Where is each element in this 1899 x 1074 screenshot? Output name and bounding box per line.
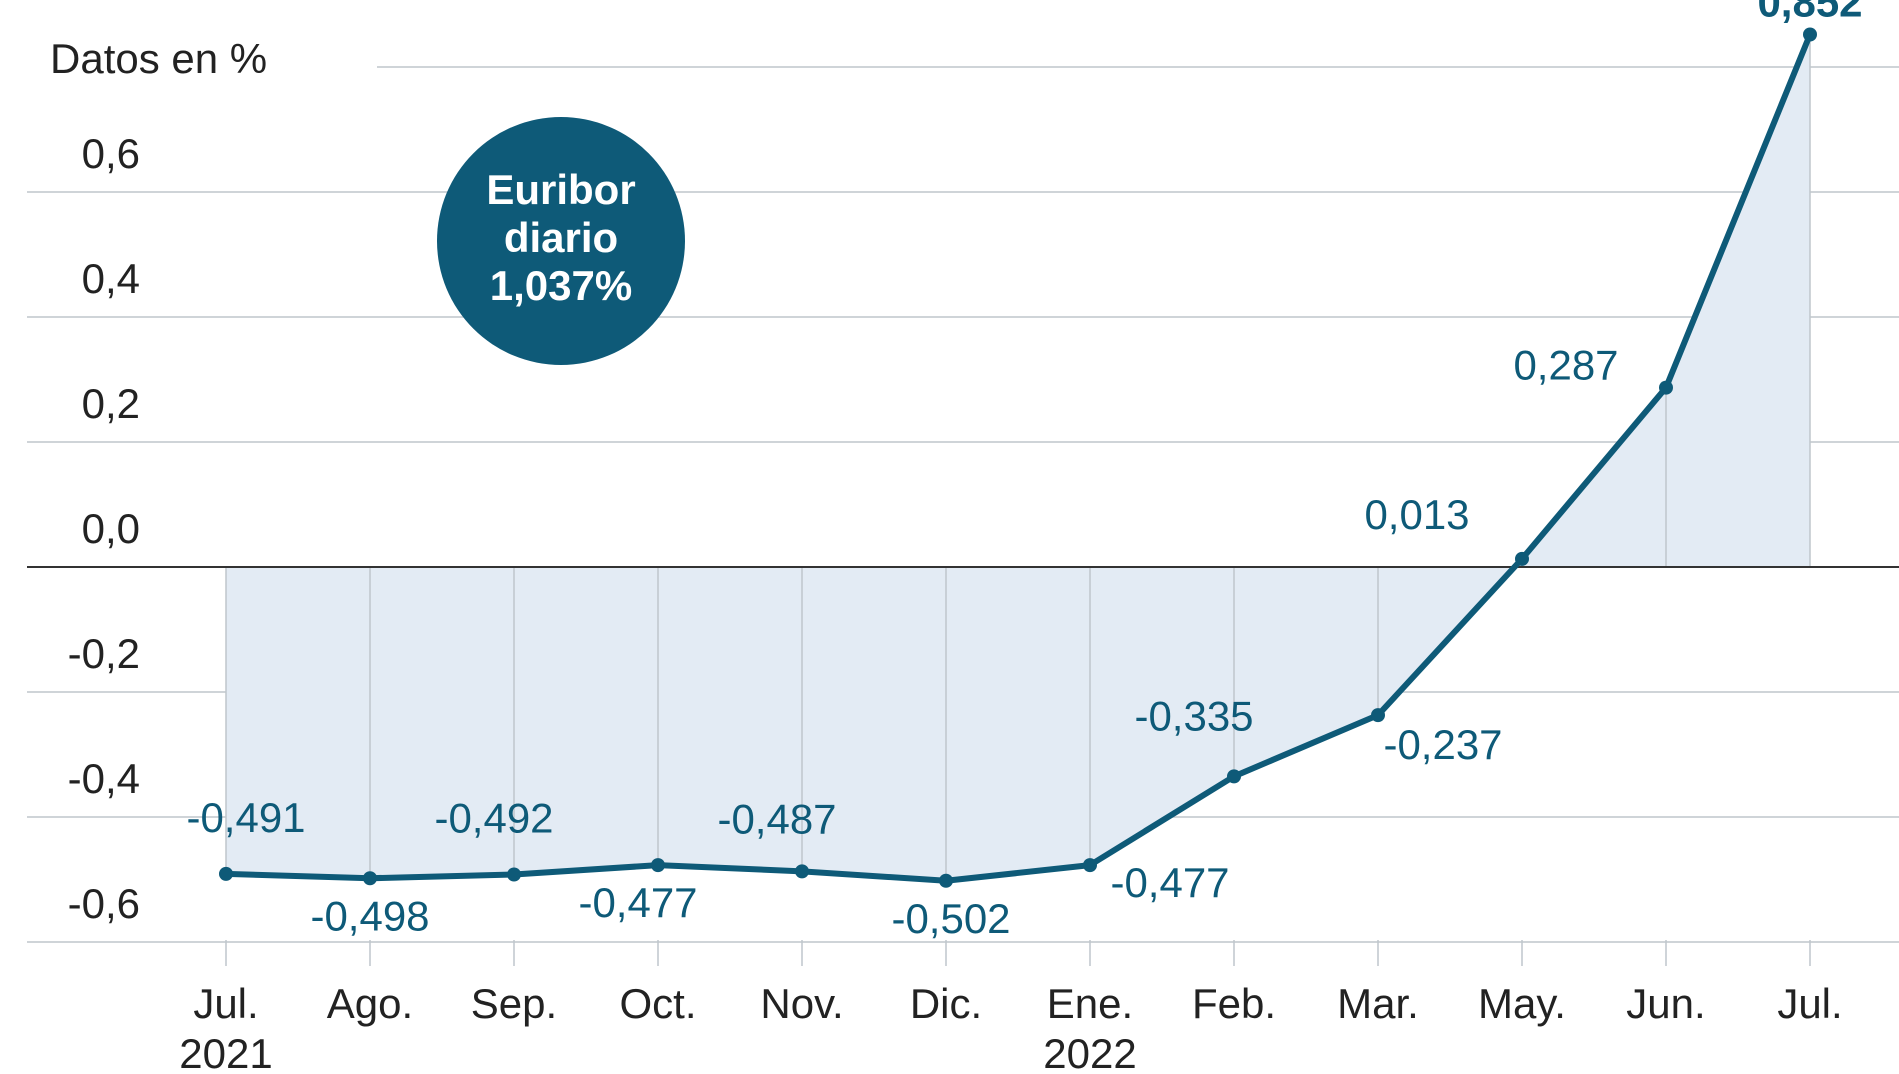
y-tick-label: 0,4 [82,255,140,302]
data-point [939,873,953,888]
y-tick-label: -0,6 [68,880,140,927]
y-tick-label: 0,0 [82,505,140,552]
x-tick-label: Mar. [1337,980,1419,1027]
data-points [219,27,1817,888]
x-tick-label: Oct. [619,980,696,1027]
data-label: -0,477 [578,879,697,926]
data-labels: -0,491 -0,498 -0,492 -0,477 -0,487 -0,502 -0,4… [186,0,1862,942]
y-tick-label: 0,6 [82,130,140,177]
vertical-gridlines [225,34,1811,966]
data-point [363,871,377,886]
data-label: 0,013 [1364,491,1469,538]
y-tick-label: -0,2 [68,630,140,677]
x-tick-label: Jul. [1777,980,1842,1027]
data-label: -0,491 [186,794,305,841]
data-point [795,864,809,879]
area-fill [226,34,1810,881]
data-label: -0,498 [310,892,429,939]
data-point [1083,858,1097,873]
data-point [219,866,233,881]
data-label: -0,237 [1383,721,1502,768]
data-label: -0,492 [434,795,553,842]
data-label: 0,852 [1757,0,1862,26]
data-label: -0,502 [891,895,1010,942]
x-tick-label: Nov. [760,980,843,1027]
data-point [507,867,521,882]
y-tick-label: -0,4 [68,755,140,802]
x-tick-label: Feb. [1192,980,1276,1027]
data-label: 0,287 [1513,342,1618,389]
data-point [1227,769,1241,784]
area-layer [226,34,1810,881]
y-tick-labels: 0,6 0,4 0,2 0,0 -0,2 -0,4 -0,6 [68,130,140,927]
series-line-layer [223,31,1813,884]
data-point [1659,380,1673,395]
x-tick-label: Ago. [327,980,413,1027]
data-label: -0,487 [717,795,836,842]
x-tick-labels: Jul. 2021 Ago. Sep. Oct. Nov. Dic. Ene. 2022 Feb.… [179,980,1842,1074]
x-tick-label: May. [1478,980,1566,1027]
series-line [223,31,1813,884]
badge-line-2: diario [504,214,618,261]
badge-circle [437,117,685,365]
badge-line-1: Euribor [486,166,635,213]
x-tick-label: Dic. [910,980,982,1027]
data-label: -0,477 [1110,859,1229,906]
data-point [1803,27,1817,42]
badge-value: 1,037% [490,262,632,309]
y-axis-unit-label: Datos en % [50,35,267,82]
euribor-badge: Euribor diario 1,037% [437,117,685,365]
y-tick-label: 0,2 [82,380,140,427]
data-point [651,858,665,873]
data-point [1515,551,1529,566]
x-tick-label: Ene. 2022 [1043,980,1136,1069]
x-tick-label: Jul. 2021 [179,980,272,1069]
x-tick-label: Sep. [471,980,557,1027]
data-label: -0,335 [1134,692,1253,739]
x-tick-label: Jun. [1626,980,1705,1027]
data-point [1371,708,1385,723]
